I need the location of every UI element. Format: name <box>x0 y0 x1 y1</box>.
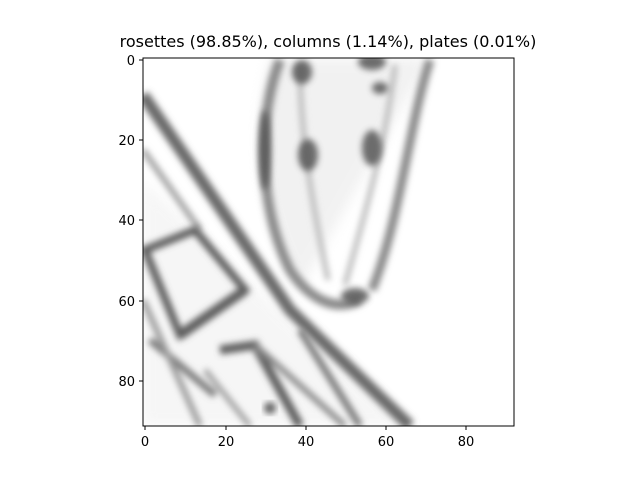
x-axis: 0 20 40 60 80 <box>141 426 474 450</box>
plot-frame <box>142 57 515 427</box>
y-tick-label: 0 <box>127 54 135 69</box>
x-tick-label: 60 <box>378 435 395 450</box>
x-tick-label: 80 <box>458 435 475 450</box>
plot-title: rosettes (98.85%), columns (1.14%), plat… <box>119 32 537 51</box>
x-tick-label: 0 <box>141 435 149 450</box>
crystal-arm-upper <box>259 58 435 310</box>
sample-image <box>143 58 514 426</box>
crystal-arm-lower <box>143 225 363 426</box>
crystal-arm-diagonal <box>143 91 415 426</box>
y-tick-label: 20 <box>118 134 135 149</box>
x-tick-label: 20 <box>218 435 235 450</box>
y-axis: 0 20 40 60 80 <box>118 54 143 390</box>
x-tick-label: 40 <box>298 435 315 450</box>
y-tick-label: 80 <box>118 375 135 390</box>
y-tick-label: 60 <box>118 295 135 310</box>
y-tick-label: 40 <box>118 214 135 229</box>
